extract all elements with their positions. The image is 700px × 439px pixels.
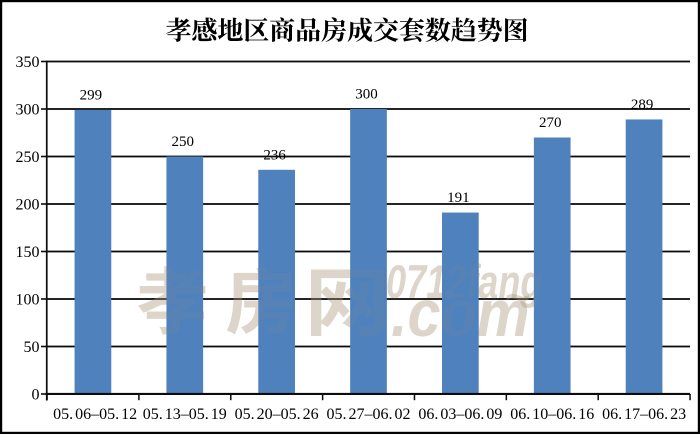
svg-text:250: 250 (172, 134, 195, 150)
svg-text:05.27–06.02: 05. 27–06. 02 (327, 406, 411, 423)
svg-text:05.13–05.19: 05. 13–05. 19 (143, 406, 227, 423)
svg-text:300: 300 (355, 87, 378, 103)
svg-text:100: 100 (16, 291, 40, 308)
svg-text:0712fang: 0712fang (386, 255, 542, 308)
svg-text:299: 299 (80, 87, 103, 103)
svg-text:05.20–05.26: 05. 20–05. 26 (235, 406, 319, 423)
svg-text:06.17–06.23: 06. 17–06. 23 (602, 406, 686, 423)
svg-text:236: 236 (263, 147, 286, 163)
svg-text:05.06–05.12: 05. 06–05. 12 (53, 406, 137, 423)
svg-text:270: 270 (539, 115, 562, 131)
svg-text:06.10–06.16: 06. 10–06. 16 (510, 406, 594, 423)
svg-text:191: 191 (447, 190, 470, 206)
svg-text:06.03–06.09: 06. 03–06. 09 (418, 406, 502, 423)
svg-text:300: 300 (16, 101, 40, 118)
svg-text:350: 350 (16, 54, 40, 71)
svg-text:250: 250 (16, 149, 40, 166)
svg-text:~: ~ (504, 273, 530, 322)
svg-text:200: 200 (16, 196, 40, 213)
svg-text:150: 150 (16, 244, 40, 261)
svg-text:289: 289 (631, 97, 654, 113)
svg-text:0: 0 (32, 386, 40, 403)
svg-text:50: 50 (24, 339, 40, 356)
svg-text:~: ~ (504, 273, 530, 322)
svg-text:.com: .com (391, 277, 530, 351)
